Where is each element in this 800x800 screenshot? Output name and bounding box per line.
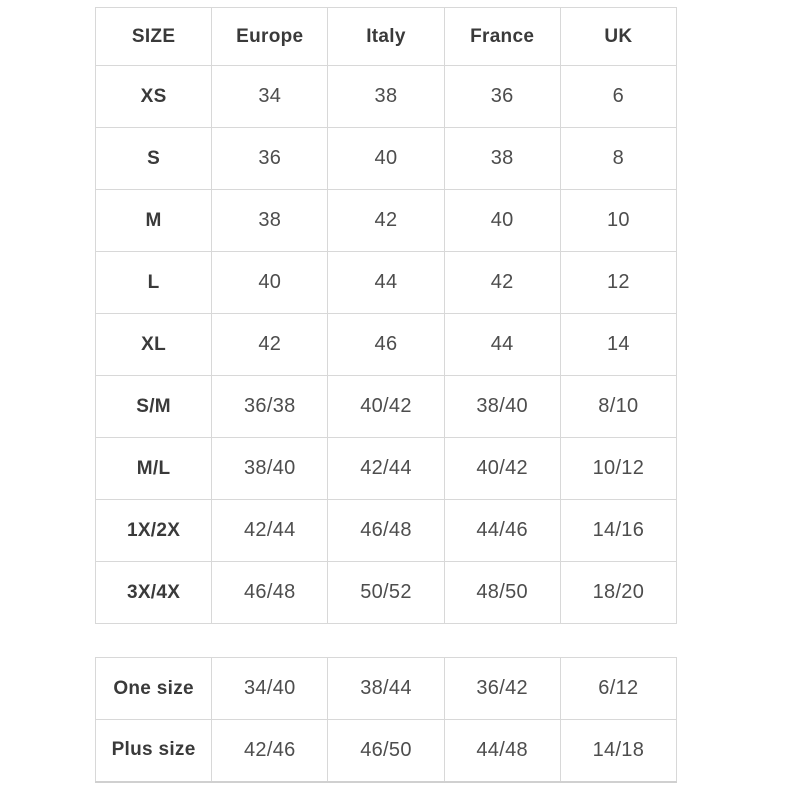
value-cell: 50/52: [327, 561, 445, 624]
table-row-m-l: M/L 38/40 42/44 40/42 10/12: [94, 437, 678, 500]
table-row-plus-size: Plus size 42/46 46/50 44/48 14/18: [94, 719, 678, 783]
value-cell: 42: [211, 313, 329, 376]
value-cell: 38: [211, 189, 329, 252]
value-cell: 44: [327, 251, 445, 314]
value-cell: 46/48: [327, 499, 445, 562]
size-conversion-table: SIZE Europe Italy France UK XS 34 38 36 …: [94, 7, 678, 624]
value-cell: 44/46: [443, 499, 561, 562]
value-cell: 36: [443, 65, 561, 128]
size-label-cell: XS: [94, 65, 213, 128]
value-cell: 40: [211, 251, 329, 314]
value-cell: 6: [559, 65, 678, 128]
value-cell: 36: [211, 127, 329, 190]
value-cell: 10: [559, 189, 678, 252]
value-cell: 48/50: [443, 561, 561, 624]
table-row-s: S 36 40 38 8: [94, 127, 678, 190]
value-cell: 42/46: [211, 719, 329, 783]
table-row-xl: XL 42 46 44 14: [94, 313, 678, 376]
value-cell: 8/10: [559, 375, 678, 438]
column-header-italy: Italy: [327, 7, 445, 66]
value-cell: 14/18: [559, 719, 678, 783]
value-cell: 40: [327, 127, 445, 190]
size-label-cell: S: [94, 127, 213, 190]
size-label-cell: One size: [94, 657, 213, 720]
size-label-cell: M: [94, 189, 213, 252]
column-header-france: France: [443, 7, 561, 66]
special-sizes-table: One size 34/40 38/44 36/42 6/12 Plus siz…: [94, 657, 678, 783]
value-cell: 10/12: [559, 437, 678, 500]
table-row-3x-4x: 3X/4X 46/48 50/52 48/50 18/20: [94, 561, 678, 624]
value-cell: 12: [559, 251, 678, 314]
value-cell: 6/12: [559, 657, 678, 720]
value-cell: 34: [211, 65, 329, 128]
value-cell: 38/40: [211, 437, 329, 500]
table-spacer: [95, 624, 677, 657]
size-label-cell: L: [94, 251, 213, 314]
value-cell: 40/42: [443, 437, 561, 500]
value-cell: 38: [327, 65, 445, 128]
column-header-europe: Europe: [211, 7, 329, 66]
size-label-cell: 1X/2X: [94, 499, 213, 562]
value-cell: 38/44: [327, 657, 445, 720]
value-cell: 34/40: [211, 657, 329, 720]
value-cell: 36/38: [211, 375, 329, 438]
column-header-size: SIZE: [94, 7, 213, 66]
column-header-uk: UK: [559, 7, 678, 66]
size-label-cell: 3X/4X: [94, 561, 213, 624]
value-cell: 38: [443, 127, 561, 190]
table-row-s-m: S/M 36/38 40/42 38/40 8/10: [94, 375, 678, 438]
value-cell: 42/44: [327, 437, 445, 500]
size-label-cell: Plus size: [94, 719, 213, 783]
value-cell: 44: [443, 313, 561, 376]
value-cell: 42: [443, 251, 561, 314]
value-cell: 36/42: [443, 657, 561, 720]
value-cell: 44/48: [443, 719, 561, 783]
value-cell: 8: [559, 127, 678, 190]
value-cell: 18/20: [559, 561, 678, 624]
value-cell: 46/50: [327, 719, 445, 783]
size-label-cell: XL: [94, 313, 213, 376]
size-label-cell: M/L: [94, 437, 213, 500]
table-row-xs: XS 34 38 36 6: [94, 65, 678, 128]
value-cell: 46/48: [211, 561, 329, 624]
value-cell: 40: [443, 189, 561, 252]
value-cell: 38/40: [443, 375, 561, 438]
size-guide-page: SIZE Europe Italy France UK XS 34 38 36 …: [94, 7, 678, 783]
value-cell: 14/16: [559, 499, 678, 562]
table-row-m: M 38 42 40 10: [94, 189, 678, 252]
table-row-1x-2x: 1X/2X 42/44 46/48 44/46 14/16: [94, 499, 678, 562]
value-cell: 42/44: [211, 499, 329, 562]
header-row: SIZE Europe Italy France UK: [94, 7, 678, 66]
value-cell: 46: [327, 313, 445, 376]
size-label-cell: S/M: [94, 375, 213, 438]
table-row-l: L 40 44 42 12: [94, 251, 678, 314]
table-row-one-size: One size 34/40 38/44 36/42 6/12: [94, 657, 678, 720]
value-cell: 42: [327, 189, 445, 252]
value-cell: 14: [559, 313, 678, 376]
value-cell: 40/42: [327, 375, 445, 438]
